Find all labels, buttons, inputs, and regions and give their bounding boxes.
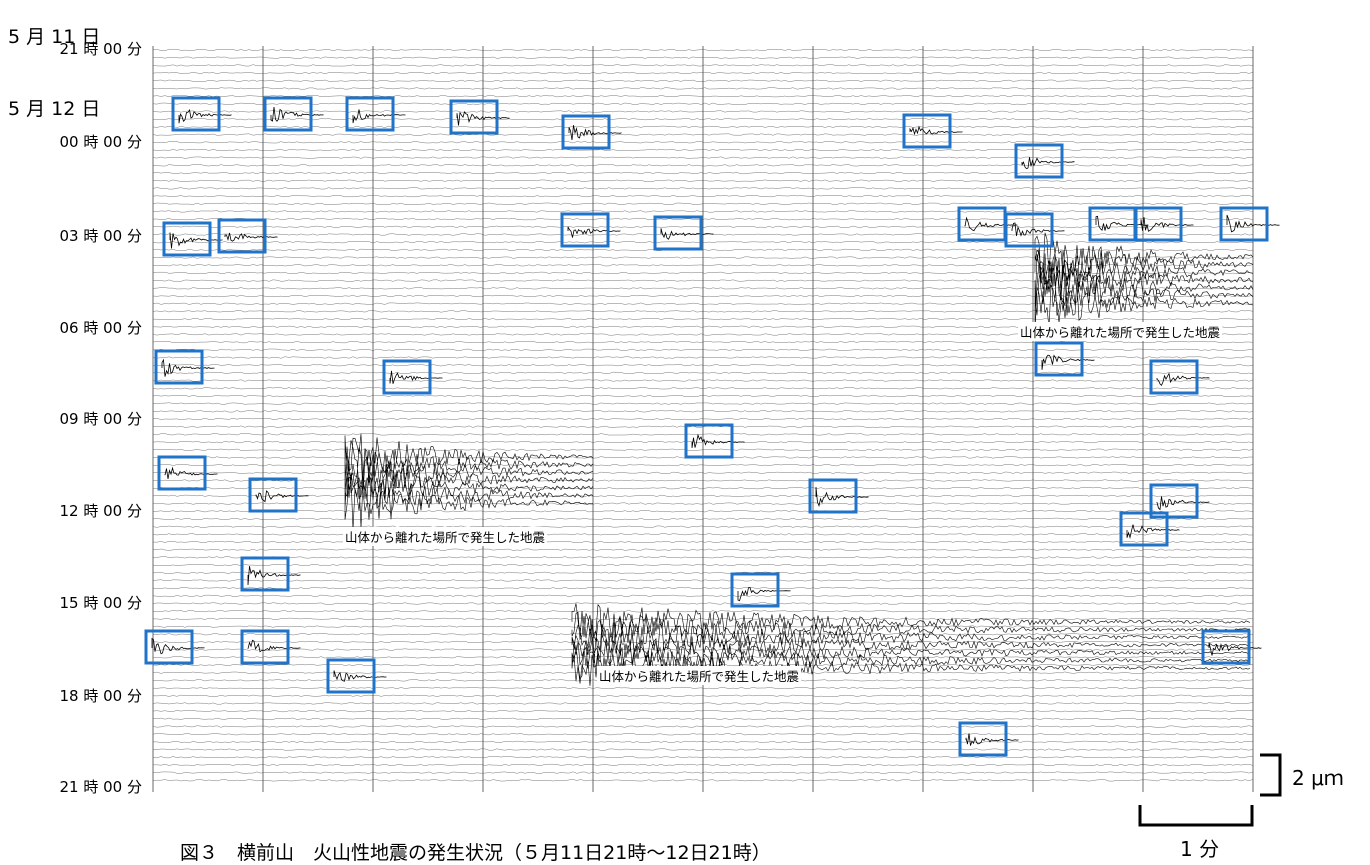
volcanic-event-box [449, 99, 499, 135]
volcanic-event-waveform [909, 125, 963, 136]
volcanic-event-waveform [1126, 524, 1180, 540]
date-label-may-12: 5 月 12 日 [8, 98, 101, 120]
volcanic-event-waveform [1226, 214, 1280, 233]
time-label-2100-end: 21 時 00 分 [59, 778, 142, 796]
volcanic-event-waveform [964, 216, 1018, 232]
volcanic-event-box [144, 629, 194, 665]
volcanic-event-waveform [352, 109, 406, 124]
figure-caption: 図３ 横前山 火山性地震の発生状況（５月11日21時～12日21時） [180, 842, 771, 864]
volcanic-event-box [902, 113, 952, 149]
volcanic-event-waveform [1140, 217, 1194, 232]
volcanic-event-waveform [247, 566, 301, 586]
distant-earthquake-label: 山体から離れた場所で発生した地震 [597, 666, 802, 685]
volcanic-event-box [1004, 212, 1054, 248]
volcanic-event-box [240, 556, 290, 592]
time-label-0000: 00 時 00 分 [59, 133, 142, 151]
volcanic-event-box [248, 477, 298, 513]
volcanic-event-box [958, 721, 1008, 757]
volcanic-event-box [240, 629, 290, 665]
event-group [144, 96, 1280, 757]
volcanic-event-waveform [164, 466, 218, 479]
volcanic-event-box [1119, 511, 1169, 547]
time-label-0900: 09 時 00 分 [59, 410, 142, 428]
volcanic-event-waveform [1021, 157, 1075, 170]
time-scale-label: 1 分 [1180, 837, 1220, 861]
volcanic-event-box [1149, 359, 1199, 395]
volcanic-event-waveform [1041, 354, 1095, 370]
volcanic-event-box [1219, 206, 1269, 242]
volcanic-event-waveform [660, 228, 714, 240]
volcanic-event-box [1014, 143, 1064, 179]
volcanic-event-waveform [333, 670, 387, 682]
volcanic-event-waveform [255, 490, 309, 503]
volcanic-event-box [653, 215, 703, 251]
volcanic-event-waveform [1156, 496, 1210, 511]
volcanic-event-waveform [965, 733, 1019, 746]
volcanic-event-box [730, 572, 780, 608]
volcanic-event-box [1201, 629, 1251, 665]
volcanic-event-waveform [247, 639, 301, 653]
distant-earthquake-group [344, 232, 1254, 686]
time-label-0300: 03 時 00 分 [59, 227, 142, 245]
volcanic-event-box [561, 114, 611, 150]
volcanic-event-waveform [1156, 372, 1210, 386]
volcanic-event-box [157, 455, 207, 491]
time-label-0600: 06 時 00 分 [59, 319, 142, 337]
amplitude-scale-bar [1260, 753, 1282, 797]
time-label-2100-start: 21 時 00 分 [59, 40, 142, 58]
volcanic-event-box [162, 221, 212, 257]
volcanic-event-box [1034, 341, 1084, 377]
volcanic-event-box [1133, 206, 1183, 242]
volcanic-event-waveform [1208, 642, 1262, 656]
volcanic-event-waveform [389, 370, 443, 384]
volcanic-event-waveform [737, 586, 791, 602]
volcanic-event-waveform [224, 232, 278, 242]
scale-bars [1138, 753, 1282, 827]
volcanic-event-box [1149, 483, 1199, 519]
minute-gridlines [152, 46, 1254, 792]
distant-earthquake-waveform [344, 433, 594, 530]
distant-earthquake-label: 山体から離れた場所で発生した地震 [343, 527, 548, 546]
amplitude-scale-label: 2 μｍ [1292, 766, 1344, 790]
volcanic-event-waveform [568, 125, 622, 141]
volcanic-event-box [326, 658, 376, 694]
volcanic-event-waveform [1011, 222, 1065, 237]
volcanic-event-waveform [1095, 215, 1149, 231]
time-label-1800: 18 時 00 分 [59, 687, 142, 705]
volcanic-event-box [217, 218, 267, 254]
volcanic-event-box [171, 96, 221, 132]
distant-earthquake-waveform [1034, 232, 1254, 333]
distant-earthquake-label: 山体から離れた場所で発生した地震 [1018, 322, 1223, 341]
volcanic-event-waveform [169, 232, 223, 249]
volcanic-event-waveform [270, 106, 324, 122]
time-scale-bar [1138, 805, 1254, 827]
volcanic-event-waveform [151, 637, 205, 655]
volcanic-event-box [154, 349, 204, 385]
volcanic-event-waveform [456, 111, 510, 126]
volcanic-event-waveform [567, 226, 621, 238]
volcanic-event-box [263, 96, 313, 132]
time-label-1500: 15 時 00 分 [59, 594, 142, 612]
volcanic-event-box [684, 423, 734, 459]
volcanic-event-box [382, 359, 432, 395]
distant-earthquake-waveform [571, 603, 1251, 686]
time-label-1200: 12 時 00 分 [59, 502, 142, 520]
volcanic-event-waveform [178, 108, 232, 124]
volcanic-event-waveform [691, 433, 745, 448]
date-label-may-11: 5 月 11 日 [8, 26, 101, 48]
volcanic-event-waveform [815, 486, 869, 507]
volcanic-event-box [345, 96, 395, 132]
volcanic-event-box [560, 212, 610, 248]
volcanic-event-box [808, 478, 858, 514]
volcanic-event-waveform [161, 358, 215, 377]
